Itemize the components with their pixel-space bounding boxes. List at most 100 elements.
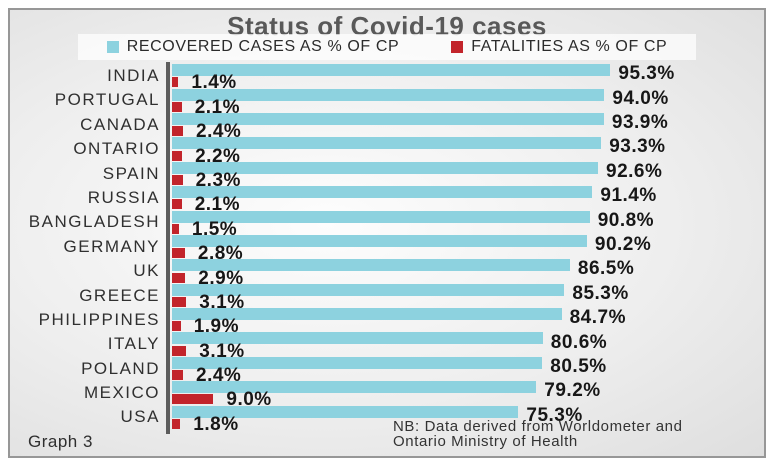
fatality-row: 2.4% <box>172 121 760 142</box>
fatality-row: 2.2% <box>172 146 760 167</box>
recovered-bar <box>172 405 519 418</box>
bar-group: 92.6% 2.3% <box>172 161 760 191</box>
recovered-row: 93.3% <box>172 136 760 157</box>
recovered-value-label: 75.3% <box>526 404 583 426</box>
fatality-row: 3.1% <box>172 341 760 362</box>
recovered-bar <box>172 356 543 369</box>
bar-group: 94.0% 2.1% <box>172 88 760 118</box>
recovered-value-label: 94.0% <box>612 87 669 109</box>
recovered-value-label: 80.6% <box>550 331 608 353</box>
fatality-row: 1.4% <box>172 72 760 93</box>
fatality-bar <box>172 174 183 185</box>
fatality-value-label: 1.4% <box>191 72 237 94</box>
fatality-row: 2.8% <box>172 243 760 264</box>
recovered-value-label: 86.5% <box>577 258 635 280</box>
bar-group: 80.5% 2.4% <box>172 355 760 386</box>
category-label: BANGLADESH <box>28 212 160 232</box>
bar-group: 75.3% 1.8% <box>172 405 760 435</box>
recovered-value-label: 95.3% <box>618 63 675 85</box>
fatality-value-label: 1.5% <box>191 218 238 240</box>
legend-item-fatalities: FATALITIES AS % OF CP <box>451 38 667 56</box>
bar-group: 84.7% 1.9% <box>172 307 760 337</box>
recovered-row: 94.0% <box>172 88 760 109</box>
fatality-row: 1.5% <box>172 219 760 240</box>
fatality-bar <box>172 394 214 405</box>
bar-group: 91.4% 2.1% <box>172 185 760 215</box>
fatality-value-label: 2.4% <box>196 365 242 387</box>
category-label: MEXICO <box>83 383 160 403</box>
fatality-value-label: 1.9% <box>193 316 239 338</box>
recovered-bar <box>172 186 593 199</box>
fatality-value-label: 2.8% <box>197 243 244 265</box>
fatality-value-label: 9.0% <box>226 389 272 411</box>
fatality-bar <box>172 126 183 137</box>
fatalities-swatch-icon <box>451 41 464 53</box>
graph-number-label: Graph 3 <box>28 432 93 451</box>
recovered-row: 80.6% <box>172 332 760 353</box>
legend-item-recovered: RECOVERED CASES AS % OF CP <box>106 38 400 56</box>
fatality-value-label: 3.1% <box>199 291 245 313</box>
recovered-bar <box>172 332 543 345</box>
recovered-row: 95.3% <box>172 63 760 84</box>
category-label: ITALY <box>107 334 160 354</box>
recovered-bar <box>172 308 562 321</box>
fatality-value-label: 2.2% <box>195 145 241 167</box>
recovered-bar <box>172 64 611 77</box>
fatality-value-label: 1.8% <box>193 413 239 435</box>
fatality-row: 2.1% <box>172 194 760 215</box>
legend: RECOVERED CASES AS % OF CP FATALITIES AS… <box>78 34 696 60</box>
category-label: CANADA <box>80 114 160 134</box>
fatality-bar <box>172 199 182 210</box>
fatality-value-label: 2.3% <box>195 169 241 191</box>
note-line-1: NB: Data derived from Worldometer and <box>393 418 683 435</box>
category-label: GREECE <box>79 285 160 305</box>
recovered-bar <box>172 137 602 150</box>
category-label: ONTARIO <box>73 139 160 159</box>
category-label: PHILIPPINES <box>38 309 160 329</box>
fatality-bar <box>172 248 185 259</box>
fatality-bar <box>172 296 187 307</box>
category-label: GERMANY <box>63 236 160 256</box>
category-label: POLAND <box>81 358 160 378</box>
y-axis-line <box>166 62 170 434</box>
fatality-row: 2.3% <box>172 170 760 191</box>
fatality-row: 1.8% <box>172 414 760 435</box>
country-labels: INDIA PORTUGAL CANADA ONTARIO SPAIN RUSSIA BAN… <box>10 64 160 430</box>
recovered-row: 90.8% <box>172 210 760 231</box>
recovered-value-label: 90.2% <box>594 233 652 255</box>
recovered-row: 85.3% <box>172 283 760 304</box>
fatality-value-label: 2.9% <box>198 267 244 289</box>
fatality-row: 2.9% <box>172 268 760 289</box>
recovered-value-label: 92.6% <box>606 160 663 182</box>
fatality-row: 1.9% <box>172 316 760 337</box>
fatality-value-label: 3.1% <box>199 340 245 362</box>
plot-rows: 95.3% 1.4% 94.0% 2.1% 93.9% 2.4% 93.3% <box>172 63 760 435</box>
bar-group: 93.3% 2.2% <box>172 136 760 167</box>
recovered-value-label: 84.7% <box>569 307 626 329</box>
recovered-swatch-icon <box>106 41 119 53</box>
bar-group: 90.2% 2.8% <box>172 233 760 264</box>
recovered-value-label: 80.5% <box>550 355 607 377</box>
bar-group: 80.6% 3.1% <box>172 332 760 362</box>
category-label: PORTUGAL <box>54 90 160 110</box>
bar-group: 79.2% 9.0% <box>172 380 760 410</box>
chart-frame: Status of Covid-19 cases RECOVERED CASES… <box>8 8 766 458</box>
fatality-row: 3.1% <box>172 292 760 313</box>
recovered-value-label: 79.2% <box>544 380 601 402</box>
recovered-value-label: 93.3% <box>609 136 666 158</box>
recovered-row: 75.3% <box>172 405 760 426</box>
recovered-value-label: 93.9% <box>611 111 669 133</box>
fatality-row: 2.1% <box>172 97 760 118</box>
bar-group: 93.9% 2.4% <box>172 112 760 142</box>
fatality-bar <box>172 370 183 381</box>
fatality-bar <box>172 77 179 88</box>
recovered-bar <box>172 259 570 272</box>
note-line-2: Ontario Ministry of Health <box>393 433 578 450</box>
recovered-row: 93.9% <box>172 112 760 133</box>
recovered-row: 92.6% <box>172 161 760 182</box>
recovered-bar <box>172 283 565 296</box>
fatality-row: 9.0% <box>172 389 760 410</box>
category-label: INDIA <box>107 66 160 85</box>
fatality-value-label: 2.4% <box>196 121 242 143</box>
recovered-value-label: 85.3% <box>572 282 629 304</box>
